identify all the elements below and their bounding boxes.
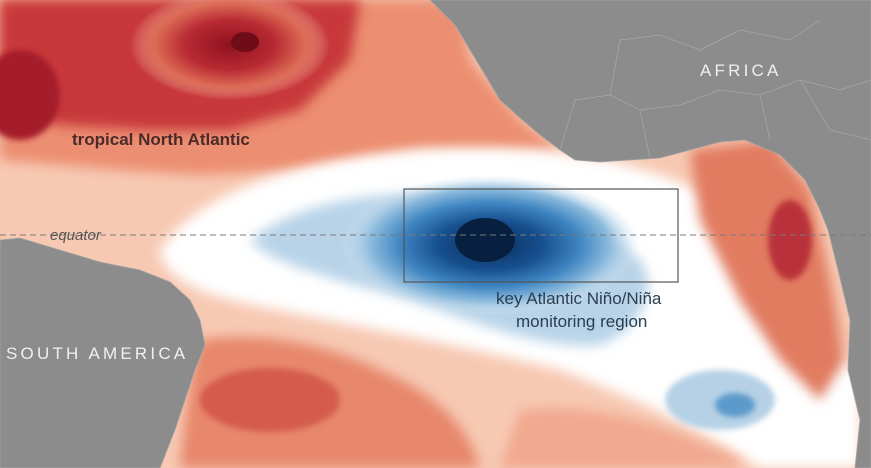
warm-anomaly-north-peak [130, 0, 330, 100]
warm-anomaly-north-dot [231, 32, 259, 52]
africa-landmass [429, 0, 871, 468]
south-america-landmass [0, 237, 206, 468]
cool-anomaly-peak [455, 218, 515, 262]
label-south-america: SOUTH AMERICA [6, 344, 188, 363]
warm-anomaly-west-edge [0, 50, 60, 140]
label-monitoring-region-line1: key Atlantic Niño/Niña [496, 289, 662, 308]
label-africa: AFRICA [700, 61, 782, 80]
warm-anomaly-south-core [200, 368, 340, 432]
africa-borders [559, 19, 871, 159]
label-monitoring-region-line2: monitoring region [516, 312, 647, 331]
label-tropical-north-atlantic: tropical North Atlantic [72, 130, 250, 149]
warm-anomaly-east [690, 140, 845, 400]
warm-anomaly-south-east [500, 408, 740, 468]
warm-anomaly-east-core [768, 200, 812, 280]
monitoring-region-box [403, 188, 679, 283]
cool-anomaly-southeast-core [715, 393, 755, 417]
label-equator: equator [50, 227, 102, 244]
